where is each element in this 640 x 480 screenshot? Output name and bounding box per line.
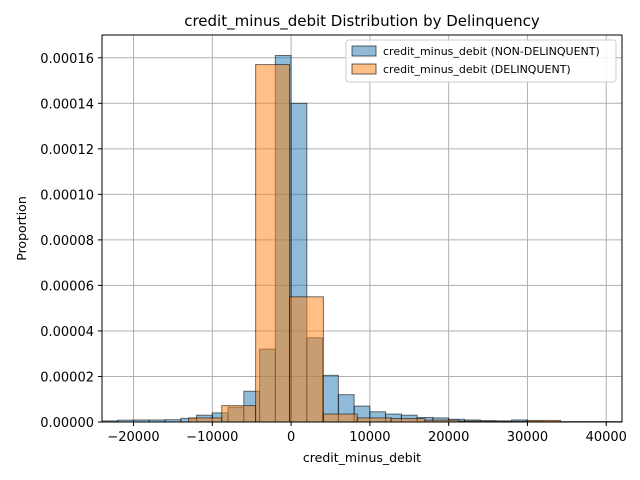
y-tick-label: 0.00008 xyxy=(40,234,94,249)
x-tick-label: 40000 xyxy=(586,430,627,445)
y-tick-label: 0.00010 xyxy=(40,188,94,203)
histogram-bar xyxy=(322,413,358,423)
legend: credit_minus_debit (NON-DELINQUENT) cred… xyxy=(345,39,617,83)
y-axis-ticks: 0.00000 0.00002 0.00004 0.00006 0.00008 0.000… xyxy=(40,52,102,431)
legend-swatch-non-delinquent xyxy=(351,45,377,57)
x-tick-label: 0 xyxy=(287,430,295,445)
x-axis-ticks: −20000 −10000 0 10000 20000 30000 40000 xyxy=(107,422,627,445)
histogram-bar xyxy=(188,417,223,423)
histogram-bar xyxy=(221,405,257,423)
legend-label-non-delinquent: credit_minus_debit (NON-DELINQUENT) xyxy=(383,45,600,58)
y-tick-label: 0.00006 xyxy=(40,279,94,294)
y-tick-label: 0.00000 xyxy=(40,416,94,431)
x-tick-label: 20000 xyxy=(428,430,469,445)
x-tick-label: −10000 xyxy=(186,430,238,445)
histogram-bar xyxy=(390,418,426,423)
legend-swatch-delinquent xyxy=(351,63,377,75)
plot-frame xyxy=(101,34,623,423)
y-tick-label: 0.00016 xyxy=(40,52,94,67)
x-tick-label: −20000 xyxy=(107,430,159,445)
legend-label-delinquent: credit_minus_debit (DELINQUENT) xyxy=(383,63,571,76)
x-tick-label: 10000 xyxy=(349,430,390,445)
histogram-bar xyxy=(289,296,324,423)
x-tick-label: 30000 xyxy=(507,430,548,445)
histogram-bar xyxy=(356,417,392,423)
x-axis-label: credit_minus_debit xyxy=(303,450,421,465)
histogram-bar xyxy=(255,64,291,423)
y-tick-label: 0.00002 xyxy=(40,370,94,385)
y-tick-label: 0.00012 xyxy=(40,143,94,158)
y-tick-label: 0.00004 xyxy=(40,325,94,340)
legend-box xyxy=(345,39,617,83)
y-axis-label: Proportion xyxy=(14,196,29,261)
chart-title: credit_minus_debit Distribution by Delin… xyxy=(184,12,540,31)
y-tick-label: 0.00014 xyxy=(40,97,94,112)
